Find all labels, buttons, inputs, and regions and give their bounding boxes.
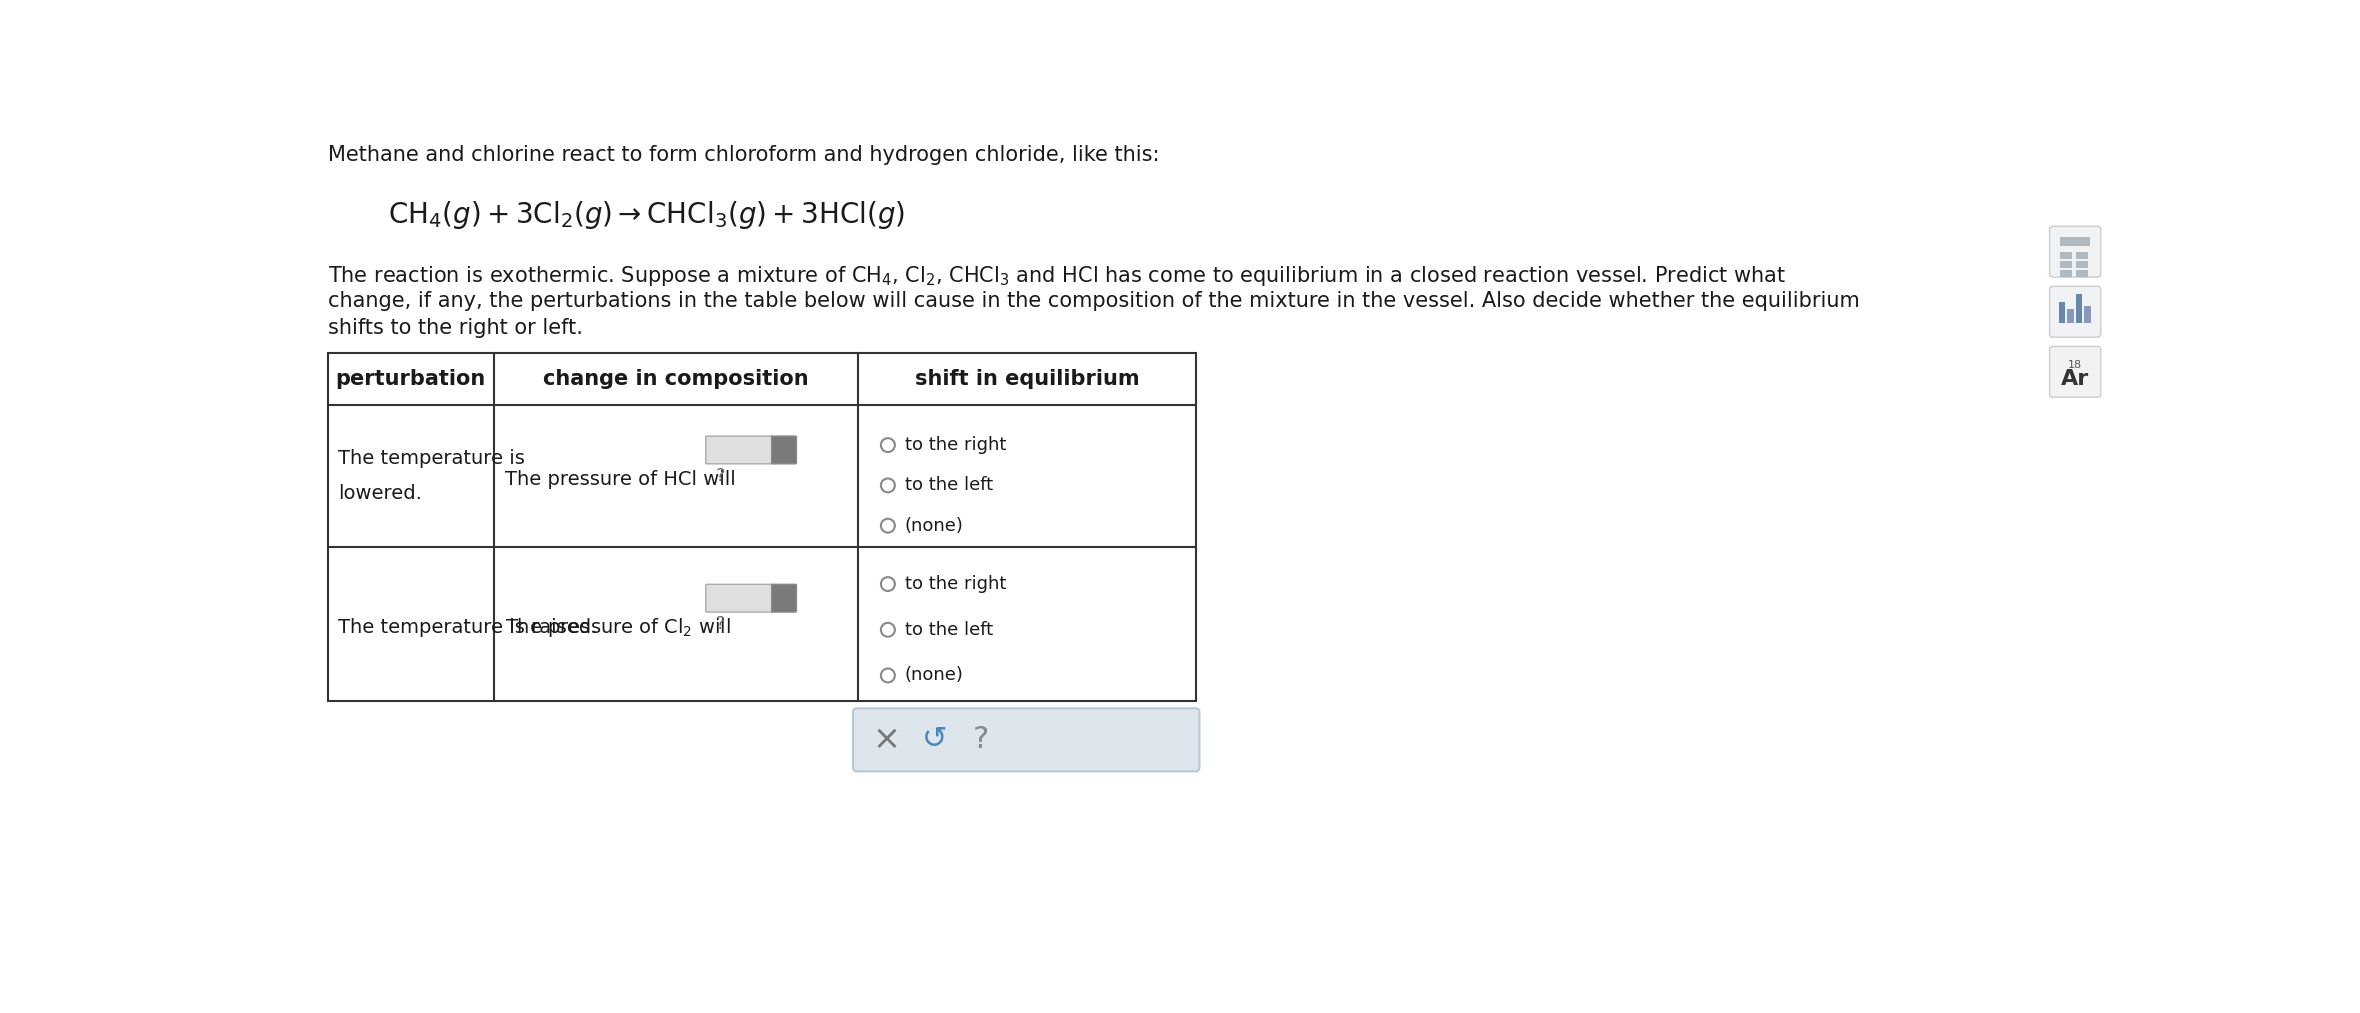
- Bar: [2077, 294, 2082, 323]
- FancyBboxPatch shape: [2048, 226, 2100, 278]
- Bar: [2058, 302, 2065, 323]
- Text: lowered.: lowered.: [337, 484, 422, 502]
- Text: ▼: ▼: [779, 618, 788, 631]
- Bar: [2067, 309, 2074, 323]
- Bar: [2060, 237, 2091, 246]
- Bar: [2077, 251, 2089, 258]
- Text: shift in equilibrium: shift in equilibrium: [916, 369, 1140, 389]
- FancyBboxPatch shape: [772, 437, 795, 464]
- Text: 18: 18: [2067, 360, 2082, 370]
- Text: ▼: ▼: [779, 470, 788, 482]
- Bar: [2077, 270, 2089, 278]
- Bar: [2060, 251, 2072, 258]
- Text: change, if any, the perturbations in the table below will cause in the compositi: change, if any, the perturbations in the…: [328, 291, 1860, 311]
- Text: ?: ?: [715, 467, 725, 485]
- Bar: [2077, 261, 2089, 267]
- FancyBboxPatch shape: [706, 437, 774, 464]
- Text: The pressure of HCl will: The pressure of HCl will: [505, 470, 736, 488]
- Text: The temperature is raised.: The temperature is raised.: [337, 618, 597, 637]
- Text: to the right: to the right: [904, 575, 1005, 593]
- Text: ×: ×: [873, 723, 899, 757]
- Bar: [2060, 261, 2072, 267]
- Text: (none): (none): [904, 667, 963, 685]
- FancyBboxPatch shape: [772, 585, 795, 612]
- Text: ↺: ↺: [923, 725, 946, 755]
- Text: shifts to the right or left.: shifts to the right or left.: [328, 318, 583, 338]
- Bar: [328, 353, 1197, 701]
- Text: The pressure of $\mathregular{Cl_2}$ will: The pressure of $\mathregular{Cl_2}$ wil…: [505, 616, 732, 639]
- Text: perturbation: perturbation: [335, 369, 486, 389]
- FancyBboxPatch shape: [852, 708, 1199, 772]
- FancyBboxPatch shape: [706, 585, 774, 612]
- Text: ?: ?: [972, 725, 989, 755]
- FancyBboxPatch shape: [2048, 287, 2100, 337]
- Text: to the right: to the right: [904, 436, 1005, 454]
- Text: ?: ?: [715, 615, 725, 633]
- FancyBboxPatch shape: [2048, 346, 2100, 397]
- Text: to the left: to the left: [904, 476, 994, 494]
- Text: Ar: Ar: [2060, 369, 2089, 389]
- Bar: [2060, 270, 2072, 278]
- Text: change in composition: change in composition: [543, 369, 809, 389]
- Text: The reaction is exothermic. Suppose a mixture of $\mathregular{CH_4}$, $\mathreg: The reaction is exothermic. Suppose a mi…: [328, 264, 1787, 288]
- Text: The temperature is: The temperature is: [337, 450, 526, 468]
- Text: Methane and chlorine react to form chloroform and hydrogen chloride, like this:: Methane and chlorine react to form chlor…: [328, 145, 1159, 165]
- Text: (none): (none): [904, 517, 963, 535]
- Text: to the left: to the left: [904, 621, 994, 639]
- Bar: [2084, 306, 2091, 323]
- Text: $\mathregular{CH_4}(g)+3\mathregular{Cl_2}(g) \rightarrow \mathregular{CHCl_3}(g: $\mathregular{CH_4}(g)+3\mathregular{Cl_…: [387, 199, 904, 231]
